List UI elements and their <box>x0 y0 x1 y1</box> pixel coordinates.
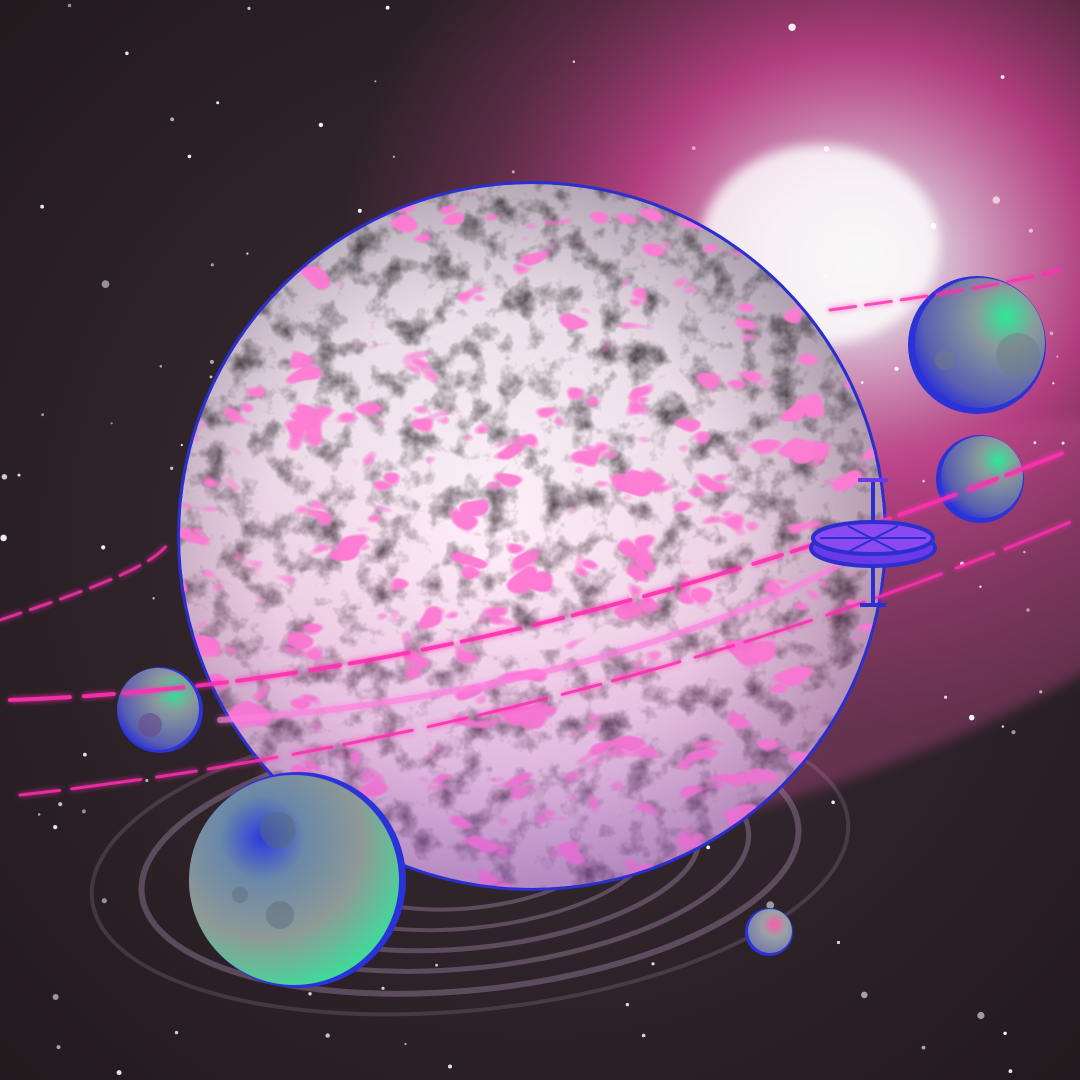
star <box>1061 441 1065 445</box>
star <box>1023 550 1026 554</box>
star <box>0 534 7 542</box>
star <box>180 443 183 447</box>
star <box>766 901 775 909</box>
star <box>992 196 1000 204</box>
star <box>53 825 58 830</box>
star <box>435 963 438 967</box>
star <box>210 263 214 267</box>
star <box>145 778 149 783</box>
star <box>325 1033 330 1038</box>
star <box>125 51 129 56</box>
star <box>40 204 44 209</box>
star <box>860 381 864 384</box>
star <box>392 155 395 158</box>
star <box>116 1070 122 1076</box>
moon-large <box>189 772 406 988</box>
star <box>641 1033 646 1038</box>
star <box>930 223 937 229</box>
star <box>404 1042 407 1046</box>
star <box>1000 75 1005 79</box>
star <box>101 545 106 550</box>
star <box>1 474 8 480</box>
star <box>788 23 796 31</box>
star <box>448 1064 452 1069</box>
star <box>308 992 312 996</box>
star <box>944 695 948 699</box>
star <box>187 154 192 159</box>
star <box>691 146 696 151</box>
star <box>968 714 975 721</box>
star <box>385 5 390 10</box>
star <box>921 1045 926 1050</box>
star <box>1052 382 1055 385</box>
star <box>778 272 782 276</box>
star <box>824 274 828 279</box>
star <box>922 479 925 483</box>
star <box>1011 730 1016 735</box>
star <box>651 962 655 966</box>
star <box>625 1002 630 1007</box>
star <box>823 146 830 152</box>
star <box>247 6 251 10</box>
star <box>101 898 107 904</box>
star <box>1008 1069 1013 1074</box>
star <box>216 101 220 105</box>
star <box>1003 1031 1007 1036</box>
maze-textured-planet <box>177 181 887 891</box>
star <box>894 366 899 371</box>
star <box>37 813 41 816</box>
star <box>1039 690 1043 694</box>
star <box>836 940 841 945</box>
star <box>357 208 362 213</box>
star <box>52 994 59 1000</box>
star <box>318 122 324 128</box>
star <box>58 802 63 807</box>
star <box>1049 331 1054 336</box>
pink-energy-ring <box>0 268 1077 797</box>
star <box>977 1011 985 1020</box>
star <box>159 365 163 368</box>
star <box>67 3 72 8</box>
star <box>861 991 868 999</box>
star <box>374 80 377 83</box>
star <box>170 117 175 122</box>
star <box>101 280 110 288</box>
star <box>381 986 385 990</box>
star <box>170 466 174 470</box>
star <box>81 809 86 814</box>
star <box>17 473 21 477</box>
star <box>209 359 214 364</box>
moon-upper-right <box>908 276 1046 414</box>
star <box>706 845 711 850</box>
star <box>1033 441 1037 445</box>
star <box>831 800 835 805</box>
star <box>209 375 213 379</box>
star <box>56 1045 61 1050</box>
star <box>1026 608 1030 612</box>
star <box>572 60 576 63</box>
star <box>511 170 515 174</box>
star <box>246 252 249 255</box>
star <box>1056 355 1059 358</box>
space-station <box>809 478 937 607</box>
star <box>110 422 113 425</box>
star <box>1001 725 1005 728</box>
moon-right <box>936 435 1024 523</box>
star <box>41 413 44 417</box>
star <box>174 1030 179 1035</box>
moon-left <box>117 667 203 753</box>
moon-small <box>745 908 793 956</box>
star <box>152 597 155 600</box>
star <box>83 752 87 757</box>
star <box>1028 228 1033 233</box>
star <box>979 585 982 588</box>
